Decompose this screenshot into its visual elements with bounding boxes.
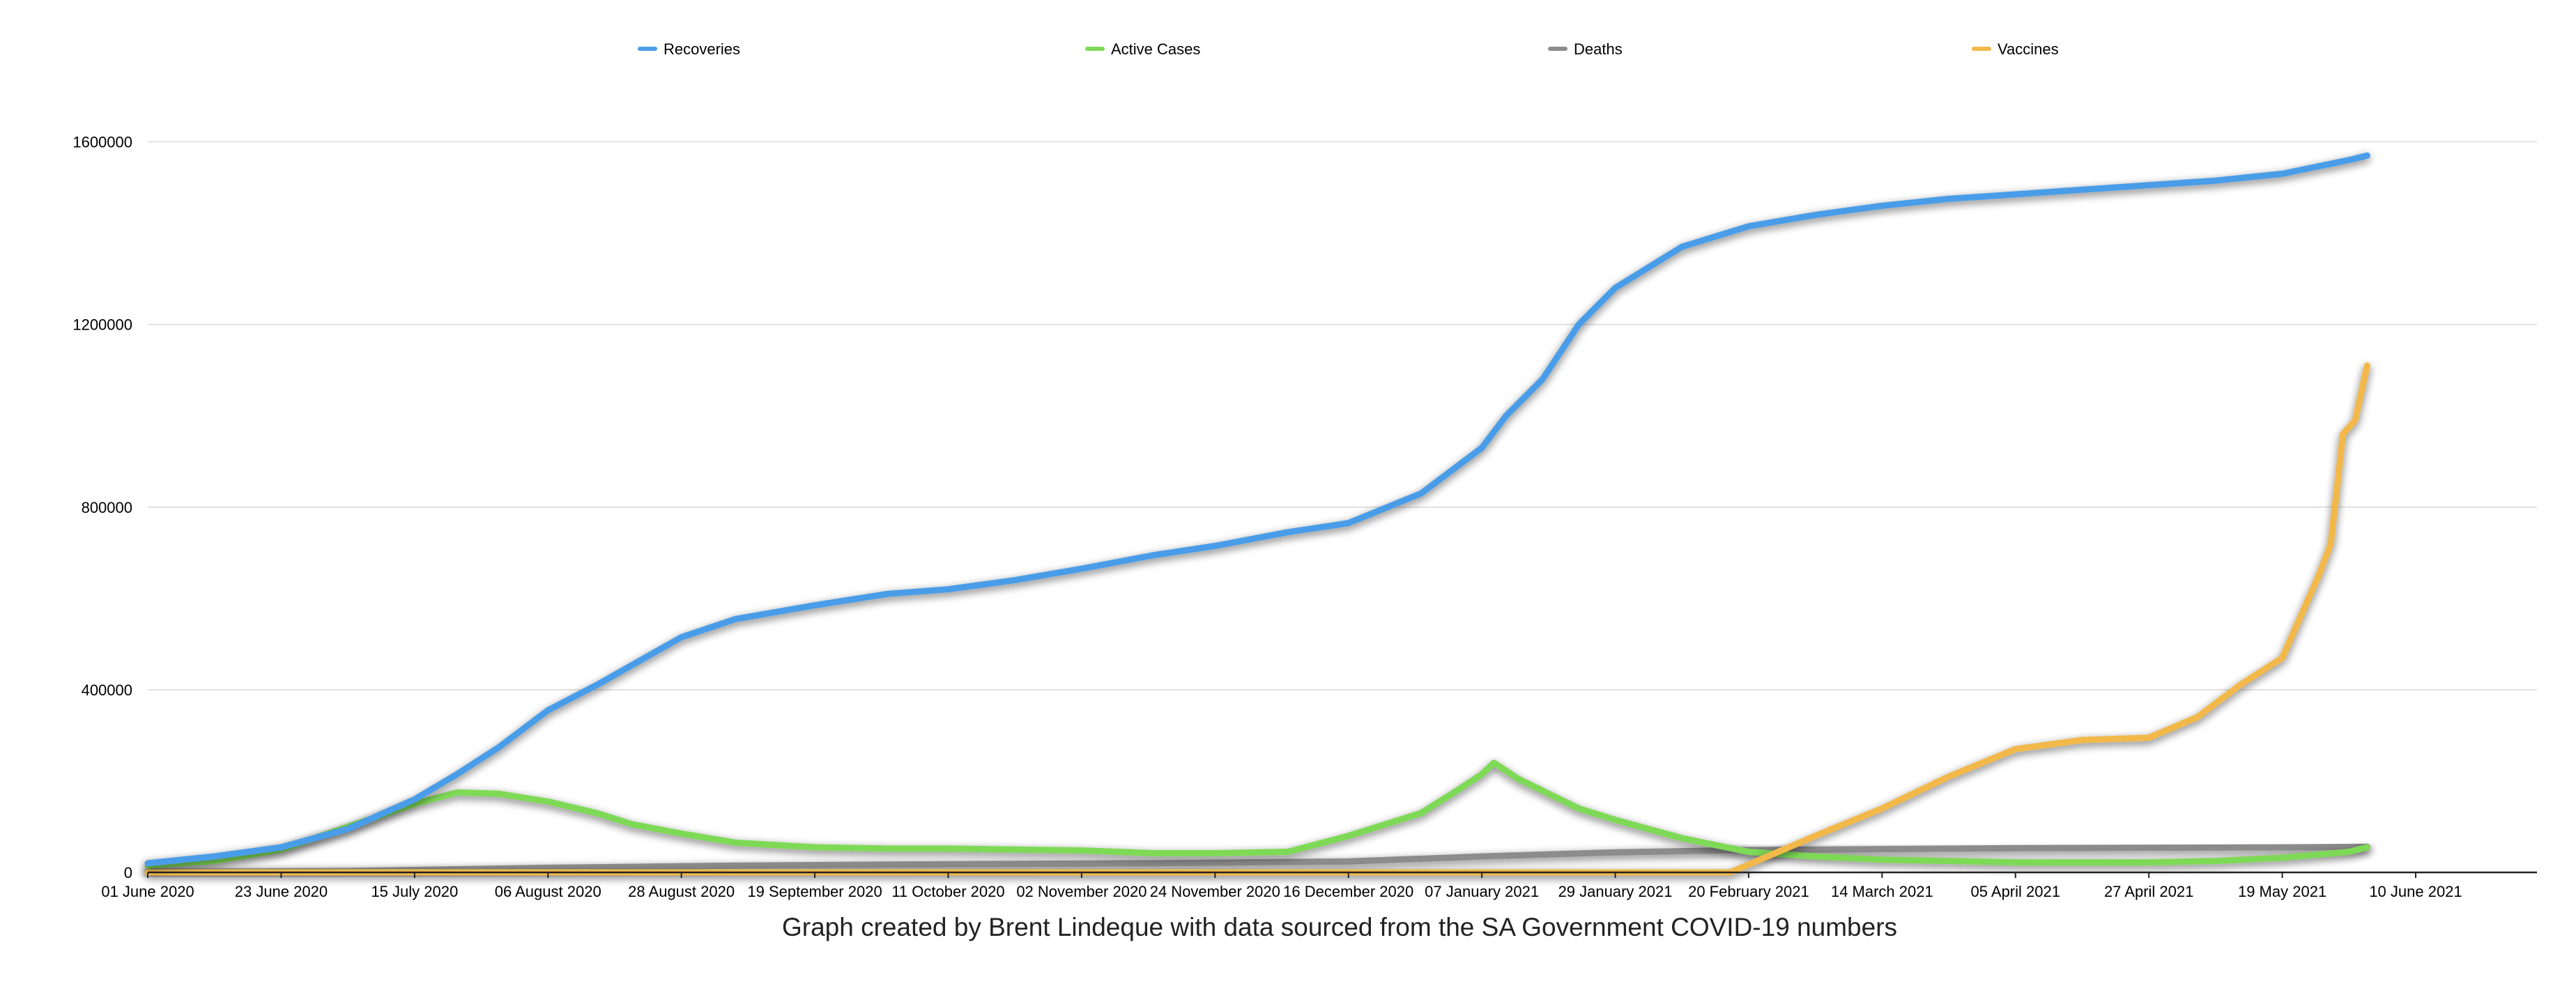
x-tick-label: 29 January 2021 [1558, 883, 1673, 900]
y-tick-label: 400000 [82, 681, 132, 699]
x-tick-label: 19 May 2021 [2238, 883, 2326, 900]
legend-item-deaths: Deaths [1548, 40, 1623, 58]
x-axis-ticks: 01 June 2020 23 June 2020 15 July 2020 06 A… [101, 872, 2462, 900]
x-tick-label: 01 June 2020 [101, 883, 194, 900]
chart-caption: Graph created by Brent Lindeque with dat… [782, 913, 1897, 941]
x-tick-label: 28 August 2020 [628, 883, 735, 900]
legend-item-vaccines: Vaccines [1972, 40, 2059, 58]
x-tick-label: 24 November 2020 [1150, 883, 1280, 900]
x-tick-label: 20 February 2021 [1688, 883, 1809, 900]
series-line-vaccines [144, 362, 2370, 876]
x-tick-label: 16 December 2020 [1283, 883, 1413, 900]
y-tick-label: 1600000 [72, 134, 132, 151]
grid-lines [148, 141, 2537, 691]
x-tick-label: 10 June 2021 [2369, 883, 2462, 900]
series-line-deaths [144, 843, 2370, 875]
series-line-recoveries [144, 152, 2370, 867]
x-tick-label: 15 July 2020 [371, 883, 458, 900]
x-tick-label: 06 August 2020 [495, 883, 601, 900]
x-tick-label: 19 September 2020 [747, 883, 882, 900]
y-tick-label: 1200000 [72, 316, 132, 334]
x-tick-label: 23 June 2020 [235, 883, 328, 900]
legend-item-active-cases: Active Cases [1085, 40, 1200, 58]
chart-legend: Recoveries Active Cases Deaths Vaccines [638, 40, 2059, 58]
y-tick-label: 800000 [82, 499, 132, 516]
y-tick-label: 0 [124, 864, 132, 881]
legend-label: Vaccines [1998, 40, 2059, 58]
x-tick-label: 11 October 2020 [891, 883, 1004, 900]
legend-label: Deaths [1574, 40, 1623, 58]
x-tick-label: 14 March 2021 [1831, 883, 1933, 900]
legend-item-recoveries: Recoveries [638, 40, 740, 58]
x-tick-label: 27 April 2021 [2104, 883, 2193, 900]
legend-label: Recoveries [664, 40, 740, 58]
x-tick-label: 02 November 2020 [1016, 883, 1147, 900]
series-lines [144, 152, 2370, 876]
series-line-active-cases [144, 760, 2370, 869]
x-tick-label: 05 April 2021 [1971, 883, 2060, 900]
x-tick-label: 07 January 2021 [1425, 883, 1539, 900]
legend-label: Active Cases [1111, 40, 1200, 58]
y-axis-ticks: 0 400000 800000 1200000 1600000 [72, 134, 132, 881]
